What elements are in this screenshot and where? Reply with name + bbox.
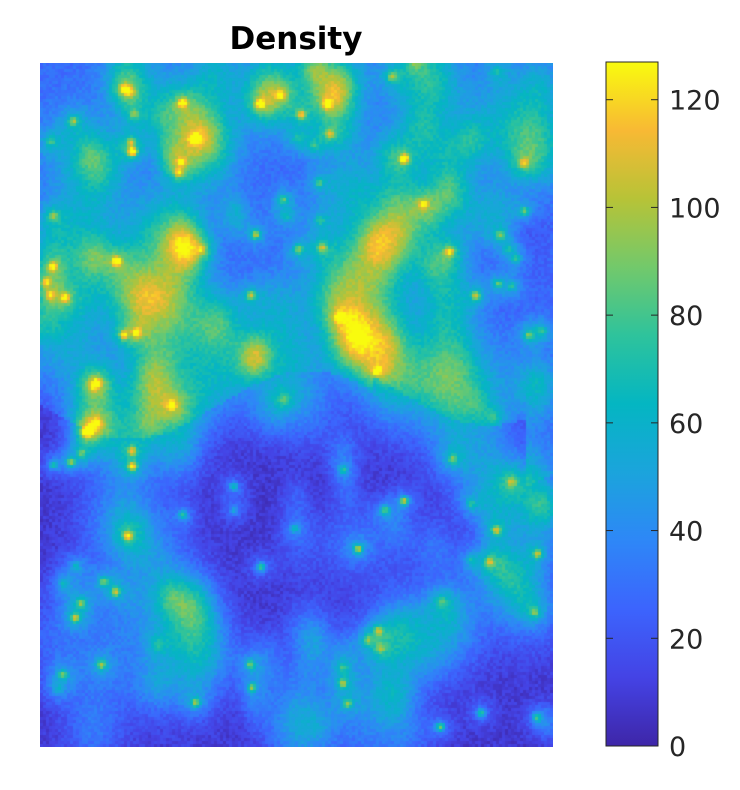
colorbar-gradient <box>605 61 659 747</box>
colorbar-tick-label: 20 <box>669 624 703 655</box>
chart-title: Density <box>230 21 363 57</box>
colorbar-ticks: 0 20 40 60 80 100 120 <box>606 86 721 763</box>
heatmap-plot <box>40 63 553 747</box>
colorbar-tick-label: 80 <box>669 301 703 332</box>
colorbar: 0 20 40 60 80 100 120 <box>605 61 721 763</box>
colorbar-tick-label: 60 <box>669 409 703 440</box>
colorbar-tick-label: 40 <box>669 517 703 548</box>
heatmap-canvas <box>40 63 553 747</box>
colorbar-tick-label: 0 <box>669 732 686 763</box>
colorbar-tick-label: 100 <box>669 193 721 224</box>
colorbar-tick-label: 120 <box>669 86 721 117</box>
